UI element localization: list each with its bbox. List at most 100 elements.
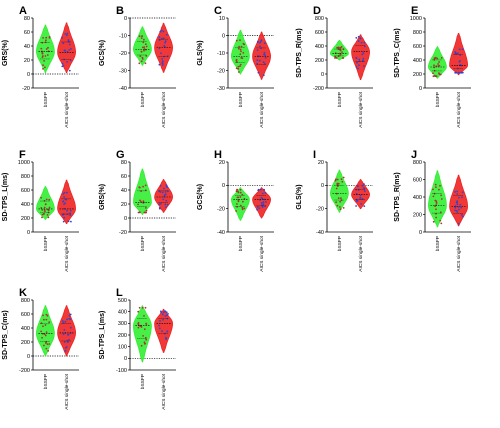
data-point bbox=[435, 65, 438, 67]
y-tick-label: 40 bbox=[121, 188, 127, 194]
data-point bbox=[342, 176, 345, 179]
data-point bbox=[70, 48, 72, 50]
data-point bbox=[363, 65, 365, 67]
data-point bbox=[46, 54, 49, 56]
panel-e: E SD-TPS_C(ms) 0 200 400 600 800 1000 bSSFP AICS … bbox=[394, 5, 471, 128]
data-point bbox=[164, 41, 166, 44]
y-tick-label: 0 bbox=[27, 230, 30, 236]
data-point bbox=[241, 206, 244, 209]
data-point bbox=[460, 64, 463, 67]
data-point bbox=[45, 313, 48, 316]
data-point bbox=[164, 191, 167, 193]
data-point bbox=[355, 192, 358, 195]
x-category-label: bSSFP bbox=[435, 236, 441, 251]
data-point bbox=[69, 209, 72, 212]
data-point bbox=[432, 75, 435, 78]
data-point bbox=[436, 57, 439, 60]
data-point bbox=[263, 51, 266, 54]
data-point bbox=[43, 60, 45, 62]
x-category-label: bSSFP bbox=[140, 92, 146, 107]
data-point bbox=[239, 191, 242, 194]
data-point bbox=[165, 338, 168, 340]
y-tick-label: 0 bbox=[124, 216, 127, 222]
data-point bbox=[239, 53, 242, 56]
y-tick-label: 200 bbox=[21, 216, 30, 222]
panel-letter: B bbox=[116, 5, 124, 17]
y-tick-label: 1000 bbox=[410, 16, 422, 22]
data-point bbox=[47, 46, 49, 49]
y-tick-label: 20 bbox=[121, 202, 127, 208]
data-point bbox=[40, 196, 42, 199]
panel-letter: F bbox=[19, 149, 26, 161]
data-point bbox=[63, 196, 65, 198]
data-point bbox=[143, 38, 145, 41]
data-point bbox=[459, 71, 462, 74]
data-point bbox=[46, 214, 49, 216]
x-category-label: AICS single-shot bbox=[259, 91, 265, 127]
x-category-label: AICS single-shot bbox=[358, 235, 364, 271]
data-point bbox=[361, 53, 364, 56]
data-point bbox=[162, 37, 165, 40]
data-point bbox=[259, 45, 261, 48]
data-point bbox=[45, 39, 47, 42]
data-point bbox=[257, 71, 260, 74]
data-point bbox=[340, 46, 343, 48]
data-point bbox=[458, 48, 461, 51]
data-point bbox=[433, 64, 435, 67]
data-point bbox=[48, 343, 51, 345]
data-point bbox=[45, 347, 48, 350]
data-point bbox=[261, 192, 264, 195]
data-point bbox=[355, 57, 358, 60]
data-point bbox=[262, 201, 265, 204]
violin-bssfp bbox=[230, 187, 250, 221]
y-axis-label: SD-TPS_L(ms) bbox=[99, 311, 106, 360]
data-point bbox=[142, 41, 145, 44]
x-category-label: AICS single-shot bbox=[64, 235, 70, 271]
data-point bbox=[70, 220, 72, 223]
x-category-label: AICS single-shot bbox=[161, 373, 167, 409]
data-point bbox=[458, 208, 460, 211]
data-point bbox=[256, 49, 259, 51]
data-point bbox=[438, 188, 440, 191]
panel-j: J SD-TPS_R(ms) 0 200 400 600 800 bSSFP AICS sing… bbox=[394, 149, 471, 272]
data-point bbox=[62, 214, 64, 216]
data-point bbox=[145, 207, 147, 209]
data-point bbox=[363, 41, 366, 44]
y-tick-label: 400 bbox=[315, 44, 324, 50]
data-point bbox=[438, 64, 441, 67]
data-point bbox=[141, 56, 144, 59]
violin-bssfp bbox=[133, 168, 152, 215]
data-point bbox=[240, 57, 243, 59]
y-tick-label: -20 bbox=[119, 51, 127, 57]
data-point bbox=[235, 59, 238, 62]
data-point bbox=[143, 328, 146, 331]
data-point bbox=[161, 62, 164, 65]
data-point bbox=[260, 196, 263, 199]
panel-b: B GCS(%) -40 -30 -20 -10 0 bSSFP AICS single-sho… bbox=[99, 5, 176, 128]
data-point bbox=[61, 36, 63, 39]
panel-letter: H bbox=[214, 149, 222, 161]
data-point bbox=[64, 49, 67, 52]
data-point bbox=[242, 200, 244, 203]
violin-aics-single-shot bbox=[57, 179, 77, 225]
y-tick-label: 600 bbox=[21, 312, 30, 318]
data-point bbox=[64, 202, 66, 205]
data-point bbox=[435, 186, 437, 189]
data-point bbox=[433, 59, 436, 61]
data-point bbox=[454, 191, 456, 193]
data-point bbox=[140, 344, 143, 347]
data-point bbox=[435, 56, 437, 59]
data-point bbox=[439, 73, 442, 76]
data-point bbox=[48, 37, 51, 39]
data-point bbox=[166, 314, 168, 317]
data-point bbox=[457, 223, 460, 225]
data-point bbox=[339, 206, 341, 208]
data-point bbox=[363, 183, 365, 186]
panel-f: F SD-TPS_L(ms) 0 200 400 600 800 1000 bSSFP AICS … bbox=[2, 149, 79, 272]
panel-letter: G bbox=[116, 149, 125, 161]
data-point bbox=[61, 320, 64, 322]
data-point bbox=[264, 56, 267, 59]
y-tick-label: -10 bbox=[119, 33, 127, 39]
panel-h: H GCS(%) -40 -20 0 20 bSSFP AICS single-shot bbox=[197, 149, 274, 272]
data-point bbox=[163, 187, 165, 190]
